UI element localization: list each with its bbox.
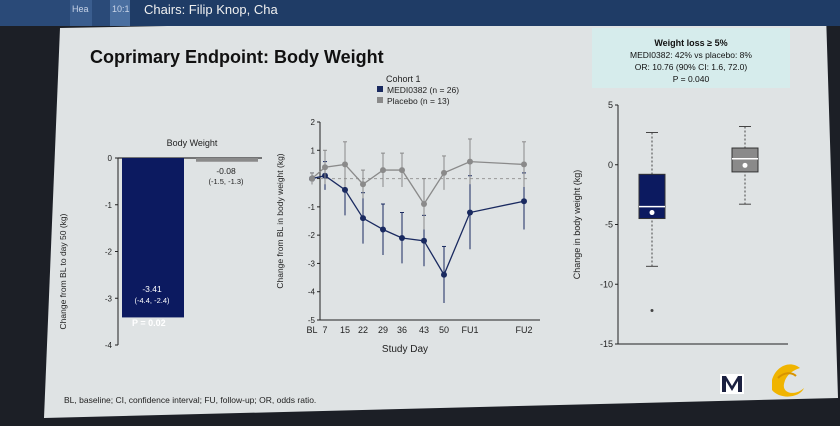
time-tab[interactable]: 10:1 (110, 0, 130, 26)
legend-label: MEDI0382 (n = 26) (387, 85, 459, 95)
outlier-point (650, 309, 654, 313)
x-tick-label: 43 (419, 325, 429, 335)
box-chart: 5 0 -5 -10 -15 Change in body weight (kg) Weig… (572, 28, 790, 349)
slide-title: Coprimary Endpoint: Body Weight (90, 47, 384, 67)
y-tick-label: -4 (308, 288, 316, 297)
legend-swatch (377, 86, 383, 92)
y-tick-label: 5 (608, 100, 613, 110)
data-point (360, 215, 366, 222)
data-point (467, 158, 473, 165)
session-tabs (0, 0, 130, 26)
data-point (441, 169, 447, 176)
x-tick-label: BL (306, 325, 317, 335)
x-tick-label: 15 (340, 325, 350, 335)
time-tab-label: 10:1 (112, 4, 130, 14)
y-tick-label: -1 (105, 201, 113, 210)
y-tick-label: 2 (311, 118, 316, 127)
top-bar: Hea 10:1 (0, 0, 840, 26)
data-point (360, 181, 366, 188)
box-mean-marker (649, 210, 655, 216)
bar-value-label: -3.41 (142, 284, 162, 294)
y-tick-label: -2 (308, 231, 316, 240)
data-point (380, 226, 386, 233)
data-point (399, 234, 405, 241)
legend-title: Cohort 1 (386, 74, 421, 84)
y-tick-label: -4 (105, 341, 113, 350)
x-tick-label: 29 (378, 325, 388, 335)
medimmune-logo (720, 374, 744, 394)
series-line (311, 175, 525, 277)
y-tick-label: -1 (308, 203, 316, 212)
slide-background (44, 14, 838, 418)
chart-title: Body Weight (167, 138, 218, 148)
data-point (309, 175, 315, 182)
data-point (421, 237, 427, 244)
footnote: BL, baseline; CI, confidence interval; F… (64, 395, 316, 405)
bar-medi0382 (122, 158, 184, 318)
x-tick-label: FU2 (515, 325, 532, 335)
data-point (380, 167, 386, 174)
annotation-line: P = 0.040 (673, 74, 710, 84)
x-tick-label: 36 (397, 325, 407, 335)
data-point (342, 161, 348, 168)
data-point (399, 167, 405, 174)
astrazeneca-logo (772, 364, 804, 397)
x-tick-label: 50 (439, 325, 449, 335)
y-tick-label: 1 (311, 146, 316, 155)
y-tick-label: -5 (605, 220, 613, 230)
x-tick-label: FU1 (461, 325, 478, 335)
y-tick-label: -2 (105, 248, 113, 257)
y-axis-label: Change from BL in body weight (kg) (275, 153, 285, 288)
annotation-heading: Weight loss ≥ 5% (654, 38, 727, 48)
annotation-line: OR: 10.76 (90% CI: 1.6, 72.0) (635, 62, 748, 72)
bar-placebo (196, 158, 258, 162)
data-point (521, 198, 527, 205)
data-point (342, 186, 348, 193)
line-chart: 210-1-2-3-4-5BL7152229364350FU1FU2Study … (275, 74, 540, 355)
y-tick-label: -10 (600, 279, 613, 289)
bar-value-label: -0.08 (216, 166, 236, 176)
data-point (467, 209, 473, 216)
p-value: P = 0.02 (132, 318, 166, 328)
bar-ci-label: (-1.5, -1.3) (208, 177, 244, 186)
y-tick-label: 0 (108, 154, 113, 163)
y-tick-label: 0 (608, 160, 613, 170)
legend-label: Placebo (n = 13) (387, 96, 450, 106)
y-tick-label: -3 (105, 294, 113, 303)
y-tick-label: -5 (308, 316, 316, 325)
session-tab-label: Hea (72, 4, 89, 14)
series-line (311, 160, 525, 206)
session-tab[interactable]: Hea (70, 0, 92, 26)
data-point (441, 271, 447, 278)
y-axis-label: Change from BL to day 50 (kg) (58, 213, 68, 329)
x-tick-label: 22 (358, 325, 368, 335)
bar-chart: 0 -1 -2 -3 -4 Change from BL to day 50 (kg) Bo… (58, 138, 262, 350)
x-axis-label: Study Day (382, 344, 428, 355)
y-tick-label: -3 (308, 259, 316, 268)
x-tick-label: 7 (322, 325, 327, 335)
box-mean-marker (742, 162, 748, 168)
y-axis-label: Change in body weight (kg) (572, 170, 582, 280)
data-point (421, 201, 427, 208)
data-point (322, 164, 328, 171)
session-chairs: Chairs: Filip Knop, Cha (144, 2, 278, 17)
annotation-box (592, 28, 790, 88)
annotation-line: MEDI0382: 42% vs placebo: 8% (630, 50, 752, 60)
legend-swatch (377, 97, 383, 103)
bar-ci-label: (-4.4, -2.4) (134, 296, 170, 305)
data-point (521, 161, 527, 168)
box-iqr (731, 147, 759, 173)
y-tick-label: -15 (600, 339, 613, 349)
